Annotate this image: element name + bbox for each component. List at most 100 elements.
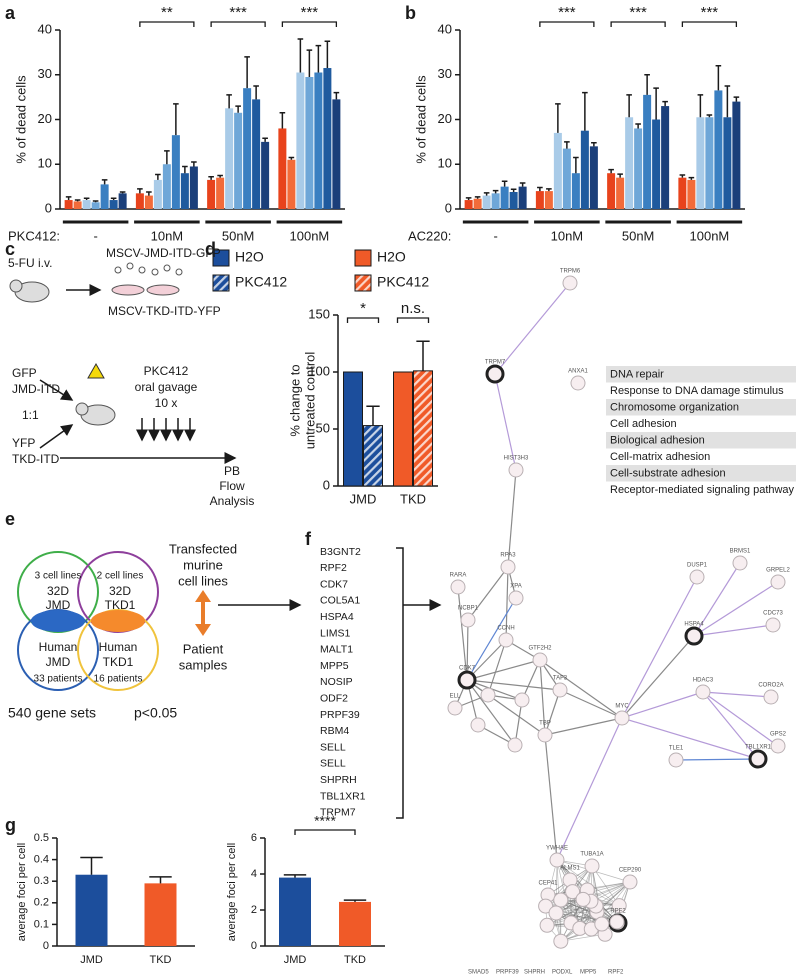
venn-text: JMD xyxy=(46,655,71,669)
bar xyxy=(100,184,109,209)
network-edge xyxy=(466,659,541,681)
significance-bracket xyxy=(346,317,380,323)
panel-letter: b xyxy=(405,3,416,23)
y-tick-label: 0.1 xyxy=(34,918,49,930)
bar xyxy=(464,200,473,209)
network-node xyxy=(684,626,704,646)
error-bar xyxy=(279,112,286,129)
network-node xyxy=(765,617,781,633)
error-bar xyxy=(155,173,161,180)
error-bar xyxy=(555,103,561,133)
bar xyxy=(162,164,171,209)
network-node xyxy=(548,905,564,921)
bar xyxy=(180,173,189,209)
error-bar xyxy=(537,186,543,192)
y-tick-label: 40 xyxy=(38,21,52,36)
network-node xyxy=(614,710,630,726)
bar xyxy=(535,191,544,209)
bar xyxy=(616,177,625,209)
error-bar xyxy=(510,188,517,192)
network-node xyxy=(695,684,711,700)
error-bar xyxy=(653,87,659,120)
legend-label: PKC412 xyxy=(377,274,429,290)
bar xyxy=(732,101,741,209)
network-edge xyxy=(544,734,558,861)
gene-name: CDK7 xyxy=(320,578,348,590)
diagram-text: Analysis xyxy=(210,494,255,508)
error-bar xyxy=(146,191,152,196)
network-edge xyxy=(621,576,698,719)
x-tick-label: 10nM xyxy=(551,228,584,243)
network-edge xyxy=(487,639,507,696)
error-bar xyxy=(315,44,322,73)
error-bar xyxy=(74,199,81,202)
node-label: MYC xyxy=(615,704,629,710)
bar xyxy=(189,166,198,209)
error-bar xyxy=(110,197,117,201)
error-bar xyxy=(474,196,481,199)
network-edge xyxy=(693,562,741,637)
node-label: TLE1 xyxy=(669,746,684,752)
bar xyxy=(91,202,100,209)
network-edge xyxy=(693,624,774,637)
node-label: CDK7 xyxy=(459,666,476,672)
network-edge xyxy=(466,679,516,746)
y-tick-label: 150 xyxy=(308,306,330,321)
y-axis-label: % change to xyxy=(287,364,302,436)
network-node xyxy=(609,914,625,930)
significance-label: *** xyxy=(558,4,576,21)
x-tick-label: TKD xyxy=(400,491,426,506)
network-node xyxy=(748,749,768,769)
bar xyxy=(64,200,73,209)
diagram-text: Flow xyxy=(219,479,245,493)
venn-text: 2 cell lines xyxy=(97,571,144,582)
network-edge xyxy=(675,758,759,761)
error-bar xyxy=(416,340,430,371)
x-tick-label: 100nM xyxy=(690,228,730,243)
network-node xyxy=(508,462,524,478)
diagram-text: GFP xyxy=(12,366,37,380)
node-label: PODXL xyxy=(552,970,573,976)
node-label: CDC73 xyxy=(763,611,783,617)
panel-letter: g xyxy=(5,815,16,835)
node-label: ELL xyxy=(450,694,461,700)
venn-text: 540 gene sets xyxy=(8,705,96,721)
error-bar xyxy=(546,188,552,192)
go-term: Chromosome organization xyxy=(610,401,739,413)
network-node xyxy=(537,727,553,743)
bar xyxy=(118,193,127,209)
error-bar xyxy=(182,165,188,174)
diagram-text: 1:1 xyxy=(22,408,39,422)
error-bar xyxy=(324,40,331,69)
bar xyxy=(687,179,696,209)
bar xyxy=(234,112,243,209)
network-node xyxy=(500,559,516,575)
venn-text: Human xyxy=(39,640,78,654)
gene-name: SHPRH xyxy=(320,774,357,786)
network-node xyxy=(450,579,466,595)
network-edge xyxy=(702,691,772,698)
error-bar xyxy=(101,179,108,185)
network-edge xyxy=(539,659,623,719)
significance-label: ** xyxy=(161,4,173,21)
error-bar xyxy=(137,188,143,194)
y-tick-label: 0 xyxy=(445,200,452,215)
error-bar xyxy=(366,405,380,426)
network-edge xyxy=(494,282,571,375)
network-edge xyxy=(467,566,509,621)
error-bar xyxy=(297,38,304,73)
significance-label: * xyxy=(360,300,366,317)
venn-text: p<0.05 xyxy=(134,705,177,721)
term-row-bg xyxy=(606,465,796,482)
node-label: ANXA1 xyxy=(568,369,588,375)
network-node xyxy=(460,612,476,628)
bar xyxy=(243,88,252,209)
node-label: SHPRH xyxy=(524,970,545,976)
significance-label: n.s. xyxy=(401,300,425,317)
error-bar xyxy=(662,100,668,107)
bar xyxy=(323,68,332,209)
bar xyxy=(723,117,732,209)
term-row-bg xyxy=(606,399,796,416)
gene-name: RBM4 xyxy=(320,725,349,737)
diagram-text: oral gavage xyxy=(135,380,198,394)
